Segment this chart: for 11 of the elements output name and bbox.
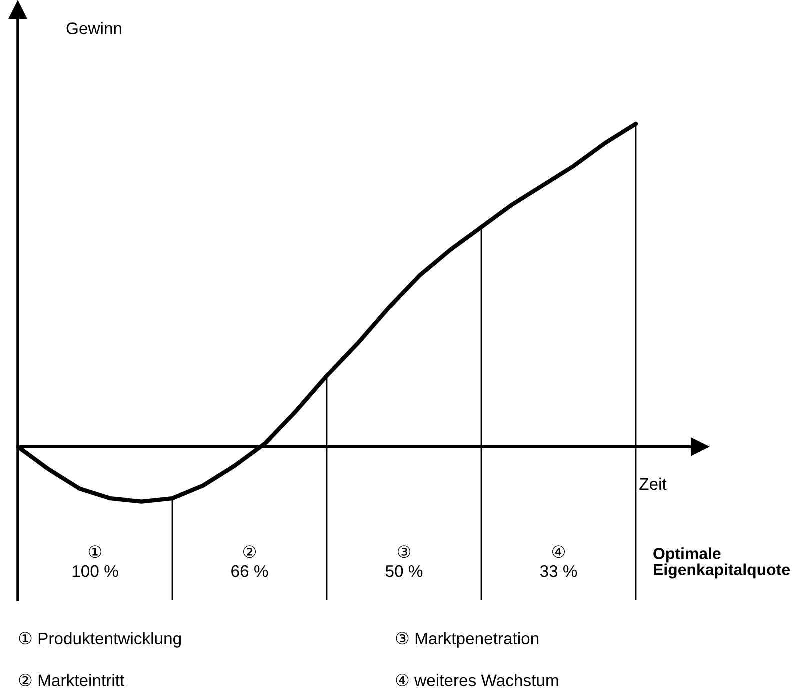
text: ③ 50 % bbox=[386, 546, 423, 578]
text: ④ 33 % bbox=[540, 546, 578, 578]
text: Gewinn bbox=[66, 22, 122, 34]
text: ② 66 % bbox=[232, 546, 268, 578]
text: ③ Marktpenetration bbox=[396, 632, 539, 648]
text: ② Markteintritt bbox=[19, 674, 124, 686]
x-axis-title: Zeit bbox=[640, 478, 667, 490]
text: Optimale Eigenkapitalquote bbox=[654, 548, 790, 579]
text: ① 100 % bbox=[72, 546, 118, 578]
text: ① Produktentwicklung bbox=[19, 632, 182, 648]
text: ④ weiteres Wachstum bbox=[396, 674, 558, 686]
